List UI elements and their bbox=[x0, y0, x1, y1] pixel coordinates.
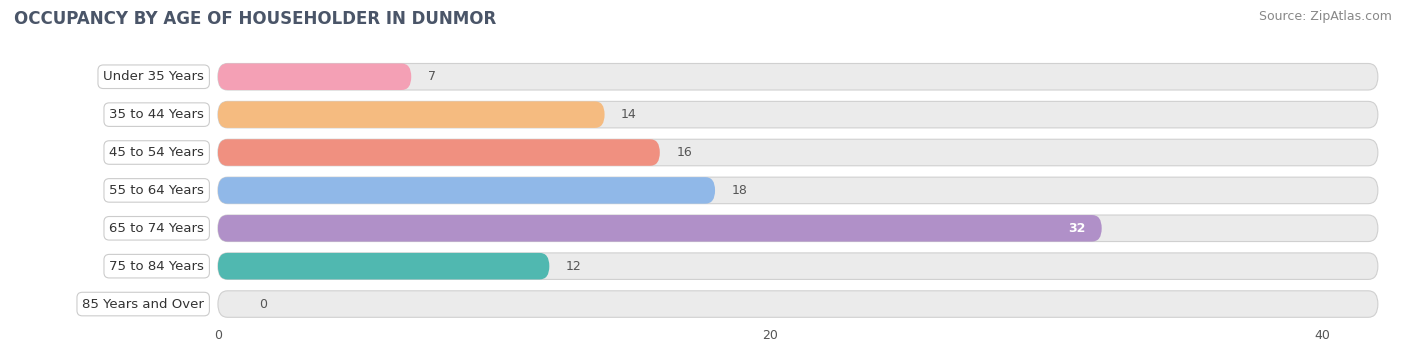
Text: 55 to 64 Years: 55 to 64 Years bbox=[110, 184, 204, 197]
Text: 65 to 74 Years: 65 to 74 Years bbox=[110, 222, 204, 235]
FancyBboxPatch shape bbox=[218, 177, 716, 204]
Text: 0: 0 bbox=[259, 298, 267, 310]
Text: 14: 14 bbox=[621, 108, 637, 121]
FancyBboxPatch shape bbox=[218, 253, 550, 279]
Text: 45 to 54 Years: 45 to 54 Years bbox=[110, 146, 204, 159]
Text: Source: ZipAtlas.com: Source: ZipAtlas.com bbox=[1258, 10, 1392, 23]
Text: 75 to 84 Years: 75 to 84 Years bbox=[110, 260, 204, 273]
FancyBboxPatch shape bbox=[218, 101, 1378, 128]
Text: 7: 7 bbox=[427, 70, 436, 83]
Text: 35 to 44 Years: 35 to 44 Years bbox=[110, 108, 204, 121]
Text: 85 Years and Over: 85 Years and Over bbox=[82, 298, 204, 310]
Text: 12: 12 bbox=[565, 260, 582, 273]
Text: OCCUPANCY BY AGE OF HOUSEHOLDER IN DUNMOR: OCCUPANCY BY AGE OF HOUSEHOLDER IN DUNMO… bbox=[14, 10, 496, 28]
Text: 32: 32 bbox=[1067, 222, 1085, 235]
FancyBboxPatch shape bbox=[218, 64, 412, 90]
FancyBboxPatch shape bbox=[218, 291, 1378, 317]
FancyBboxPatch shape bbox=[218, 139, 659, 166]
FancyBboxPatch shape bbox=[218, 64, 1378, 90]
Text: 18: 18 bbox=[731, 184, 748, 197]
Text: Under 35 Years: Under 35 Years bbox=[103, 70, 204, 83]
Text: 16: 16 bbox=[676, 146, 692, 159]
FancyBboxPatch shape bbox=[218, 177, 1378, 204]
FancyBboxPatch shape bbox=[218, 253, 1378, 279]
FancyBboxPatch shape bbox=[218, 139, 1378, 166]
FancyBboxPatch shape bbox=[218, 215, 1102, 241]
FancyBboxPatch shape bbox=[218, 101, 605, 128]
FancyBboxPatch shape bbox=[218, 215, 1378, 241]
